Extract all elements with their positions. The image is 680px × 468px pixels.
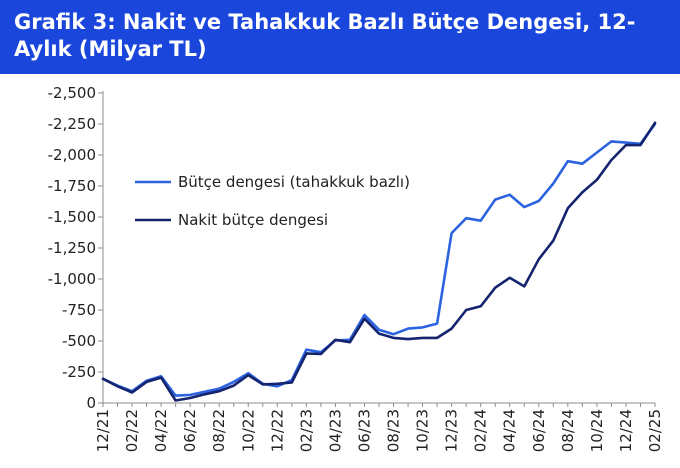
y-tick-label: -500 <box>62 332 96 350</box>
x-tick-label: 02/25 <box>646 409 664 452</box>
x-tick-label: 06/22 <box>181 409 199 452</box>
y-tick-label: 0 <box>86 394 96 412</box>
x-tick-label: 04/24 <box>501 409 519 452</box>
x-tick-label: 02/22 <box>123 409 141 452</box>
chart-area: -2,500 -2,250 -2,000 -1,750 -1,500 -1,250 -1,0… <box>0 74 680 463</box>
x-tick-label: 10/24 <box>588 409 606 452</box>
legend-item-cash: Nakit bütçe dengesi <box>135 211 328 229</box>
x-tick-label: 12/24 <box>617 409 635 452</box>
x-tick-label: 04/23 <box>326 409 344 452</box>
series-line-cash <box>101 121 657 402</box>
y-tick-label: -1,500 <box>48 208 96 226</box>
line-chart: -2,500 -2,250 -2,000 -1,750 -1,500 -1,250 -1,0… <box>48 84 664 452</box>
x-tick-label: 10/22 <box>239 409 257 452</box>
x-tick-label: 04/22 <box>152 409 170 452</box>
y-tick-label: -2,500 <box>48 84 96 102</box>
y-tick-label: -250 <box>62 363 96 381</box>
y-tick-label: -1,250 <box>48 239 96 257</box>
legend-item-accrual: Bütçe dengesi (tahakkuk bazlı) <box>135 173 410 191</box>
y-tick-label: -2,000 <box>48 146 96 164</box>
y-tick-label: -1,750 <box>48 177 96 195</box>
x-tick-label: 12/22 <box>268 409 286 452</box>
y-tick-label: -2,250 <box>48 115 96 133</box>
x-tick-label: 08/23 <box>385 409 403 452</box>
legend-label: Nakit bütçe dengesi <box>178 211 328 229</box>
x-tick-label: 12/21 <box>94 409 112 452</box>
chart-title: Grafik 3: Nakit ve Tahakkuk Bazlı Bütçe … <box>14 10 636 61</box>
y-tick-label: -1,000 <box>48 270 96 288</box>
x-tick-label: 06/24 <box>530 409 548 452</box>
x-tick-label: 02/24 <box>472 409 490 452</box>
series-line-accrual <box>101 122 657 397</box>
x-tick-label: 02/23 <box>297 409 315 452</box>
x-tick-label: 10/23 <box>414 409 432 452</box>
x-tick-label: 12/23 <box>443 409 461 452</box>
chart-title-bar: Grafik 3: Nakit ve Tahakkuk Bazlı Bütçe … <box>0 0 680 74</box>
x-tick-label: 06/23 <box>355 409 373 452</box>
legend-label: Bütçe dengesi (tahakkuk bazlı) <box>178 173 410 191</box>
x-tick-label: 08/22 <box>210 409 228 452</box>
x-tick-label: 08/24 <box>559 409 577 452</box>
y-tick-label: -750 <box>62 301 96 319</box>
